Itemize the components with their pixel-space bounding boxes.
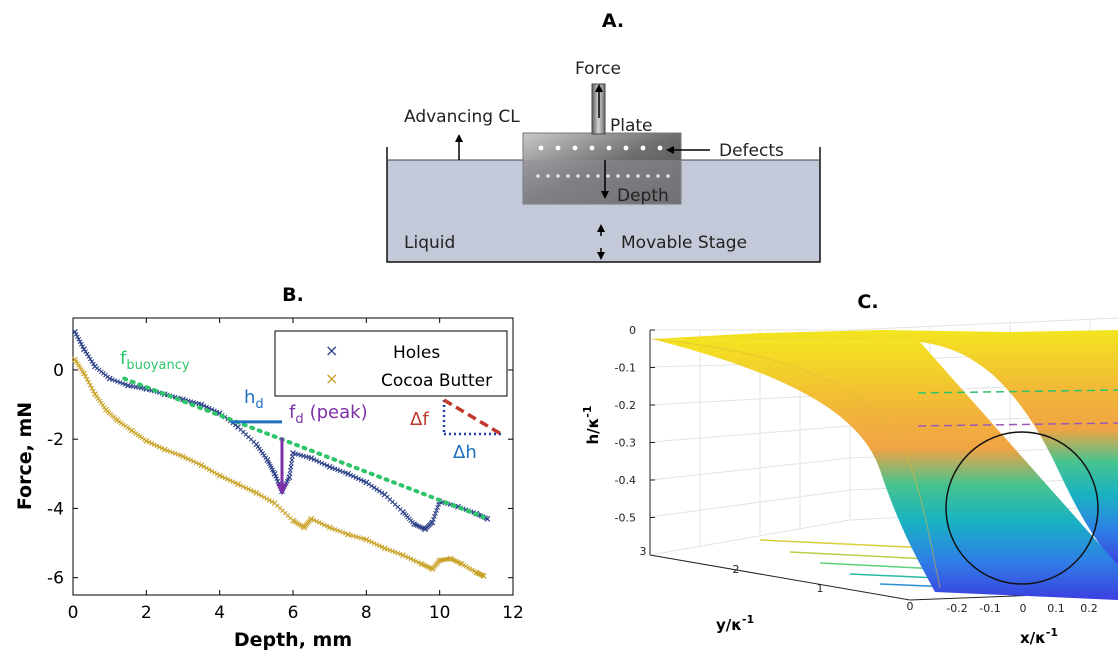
legend-marker-cocoa: × [325, 369, 338, 388]
delta-h-label: Δh [453, 442, 477, 463]
advancing-cl-label: Advancing CL [404, 107, 520, 127]
defect-dot-submerged [556, 174, 560, 178]
x-axis-title-3d: x/κ-1 [1020, 626, 1058, 647]
z-tick-label: -0.3 [615, 437, 636, 450]
defect-dot-submerged [666, 174, 670, 178]
defect-dot-submerged [626, 174, 630, 178]
defect-dot-submerged [636, 174, 640, 178]
x-tick-label-3d: 0.2 [1080, 602, 1098, 615]
z-tick-label: -0.1 [615, 362, 636, 375]
y-axis-title-3d: y/κ-1 [716, 613, 754, 634]
y-tick-label: -6 [47, 569, 64, 589]
defect-dot-submerged [656, 174, 660, 178]
defect-dot-submerged [566, 174, 570, 178]
legend: × Holes × Cocoa Butter [275, 331, 507, 396]
defect-dot [556, 146, 561, 151]
defect-dot [539, 146, 544, 151]
defect-dot-submerged [546, 174, 550, 178]
defect-dot [590, 146, 595, 151]
defect-dot [641, 146, 646, 151]
y-tick-label-3d: 2 [733, 563, 740, 576]
y-tick-label-3d: 0 [907, 600, 914, 613]
panel-c-title: C. [857, 291, 878, 313]
x-tick-label: 6 [288, 603, 299, 623]
defect-dot [573, 146, 578, 151]
legend-label-holes: Holes [393, 343, 440, 363]
force-label: Force [575, 59, 621, 79]
x-tick-label: 12 [502, 603, 524, 623]
x-tick-label: 8 [361, 603, 372, 623]
movable-stage-label: Movable Stage [621, 233, 747, 253]
defect-dot-submerged [646, 174, 650, 178]
y-axis-title: Force, mN [14, 402, 36, 510]
defect-dot-submerged [616, 174, 620, 178]
defect-dot-submerged [576, 174, 580, 178]
liquid-label: Liquid [404, 233, 455, 253]
defects-label: Defects [719, 141, 784, 161]
y-tick-label: -2 [47, 430, 64, 450]
x-tick-label: 4 [214, 603, 225, 623]
defect-dot [607, 146, 612, 151]
delta-f-label: Δf [410, 409, 429, 430]
x-tick-label-3d: -0.2 [946, 602, 967, 615]
z-tick-label: 0 [629, 324, 636, 337]
panel-a-title: A. [602, 10, 624, 32]
y-tick-label: 0 [53, 361, 64, 381]
legend-marker-holes: × [325, 341, 338, 360]
x-tick-label-3d: 0 [1020, 602, 1027, 615]
defect-dot-submerged [536, 174, 540, 178]
z-tick-label: -0.2 [615, 399, 636, 412]
z-axis-title: h/κ-1 [581, 405, 602, 444]
z-tick-label: -0.4 [615, 474, 636, 487]
panel-c: C. [581, 291, 1118, 647]
defect-dot [624, 146, 629, 151]
defect-dot-submerged [586, 174, 590, 178]
z-tick-label: -0.5 [615, 512, 636, 525]
x-tick-label-3d: -0.1 [979, 602, 1000, 615]
defect-dot-submerged [606, 174, 610, 178]
defect-dot [658, 146, 663, 151]
x-tick-label-3d: 0.1 [1047, 602, 1065, 615]
y-tick-label-3d: 3 [640, 545, 647, 558]
panel-a: A. Force Advancing CL Plate Defects Dept… [387, 10, 820, 262]
y-tick-label: -4 [47, 499, 64, 519]
panel-b: B. 0 2 4 6 8 10 120-2-4-6 Depth, mm Force, mN … [14, 284, 524, 651]
y-tick-label-3d: 1 [817, 582, 824, 595]
x-axis-title: Depth, mm [234, 629, 352, 651]
y-axis-line [650, 555, 910, 600]
plate-label: Plate [610, 116, 653, 136]
x-tick-label: 0 [68, 603, 79, 623]
x-tick-label: 10 [429, 603, 451, 623]
legend-label-cocoa: Cocoa Butter [381, 371, 492, 391]
depth-label: Depth [617, 186, 669, 206]
panel-b-title: B. [282, 284, 304, 306]
defect-dot-submerged [596, 174, 600, 178]
x-tick-label: 2 [141, 603, 152, 623]
